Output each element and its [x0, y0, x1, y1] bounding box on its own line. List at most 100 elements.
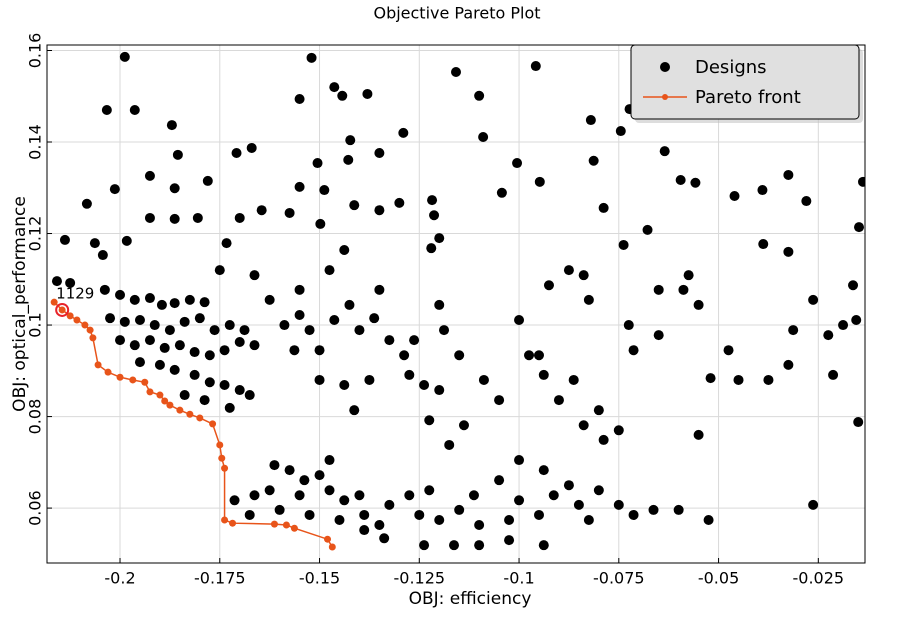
design-point [319, 185, 330, 196]
design-point [693, 299, 704, 310]
design-point [553, 395, 564, 406]
annotation: 1129 [56, 284, 94, 302]
design-point [848, 280, 859, 291]
pareto-point [290, 524, 298, 532]
design-point [478, 374, 489, 385]
x-tick-label: -0.125 [394, 569, 446, 588]
design-point [105, 313, 116, 324]
design-point [801, 196, 812, 207]
design-point [169, 364, 180, 375]
design-point [653, 330, 664, 341]
design-point [134, 315, 145, 326]
pareto-point [324, 535, 332, 543]
design-point [169, 213, 180, 224]
design-point [414, 509, 425, 520]
design-point [593, 485, 604, 496]
design-point [304, 325, 315, 336]
design-point [312, 158, 323, 169]
pareto-point [186, 410, 194, 418]
design-point [563, 265, 574, 276]
pareto-point [161, 397, 169, 405]
design-point [454, 350, 465, 361]
y-tick-label: 0.06 [26, 490, 45, 526]
highlight-ring [55, 302, 70, 317]
design-point [129, 340, 140, 351]
pareto-point [282, 521, 290, 529]
design-point [169, 183, 180, 194]
design-point [329, 315, 340, 326]
design-point [202, 175, 213, 186]
x-tick-label: -0.1 [503, 569, 534, 588]
design-point [219, 345, 230, 356]
design-point [808, 499, 819, 510]
design-point [494, 395, 505, 406]
design-point [585, 115, 596, 126]
design-point [144, 293, 155, 304]
design-point [659, 146, 670, 157]
design-point [409, 335, 420, 346]
pareto-point [81, 321, 89, 329]
design-point [514, 455, 525, 466]
design-point [199, 395, 210, 406]
design-point [613, 425, 624, 436]
design-point [194, 313, 205, 324]
design-point [399, 350, 410, 361]
legend-marker [662, 94, 668, 100]
design-point [496, 187, 507, 198]
design-point [239, 325, 250, 336]
design-point [294, 93, 305, 104]
design-point [204, 350, 215, 361]
design-point [690, 177, 701, 188]
design-point [344, 299, 355, 310]
design-point [249, 270, 260, 281]
design-point [294, 181, 305, 192]
design-point [374, 205, 385, 216]
design-point [184, 294, 195, 305]
x-tick-label: -0.025 [793, 569, 845, 588]
design-point [343, 154, 354, 165]
design-point [474, 90, 485, 101]
design-point [121, 235, 132, 246]
design-point [234, 336, 245, 347]
chart-title: Objective Pareto Plot [373, 4, 540, 23]
design-point [434, 299, 445, 310]
design-point [424, 415, 435, 426]
design-point [439, 325, 450, 336]
design-point [219, 379, 230, 390]
pareto-point [156, 391, 164, 399]
design-point [693, 429, 704, 440]
design-point [294, 309, 305, 320]
design-point [284, 465, 295, 476]
design-point [763, 374, 774, 385]
design-point [284, 207, 295, 218]
design-point [504, 535, 515, 546]
design-point [512, 158, 523, 169]
x-tick-label: -0.075 [593, 569, 645, 588]
pareto-point [146, 388, 154, 396]
design-point [444, 439, 455, 450]
design-point [115, 335, 126, 346]
design-point [628, 345, 639, 356]
design-point [673, 504, 684, 515]
pareto-point [221, 516, 229, 524]
design-point [853, 417, 864, 428]
design-point [359, 525, 370, 536]
design-point [299, 475, 310, 486]
design-point [404, 490, 415, 501]
design-point [723, 345, 734, 356]
design-point [221, 238, 232, 249]
design-point [568, 374, 579, 385]
design-point [578, 420, 589, 431]
y-tick-label: 0.12 [26, 216, 45, 252]
design-point [653, 284, 664, 295]
design-point [264, 294, 275, 305]
design-point [339, 495, 350, 506]
design-point [315, 218, 326, 229]
design-point [156, 299, 167, 310]
design-point [229, 495, 240, 506]
design-point [97, 250, 108, 261]
design-point [337, 90, 348, 101]
design-point [705, 373, 716, 384]
design-point [269, 460, 280, 471]
